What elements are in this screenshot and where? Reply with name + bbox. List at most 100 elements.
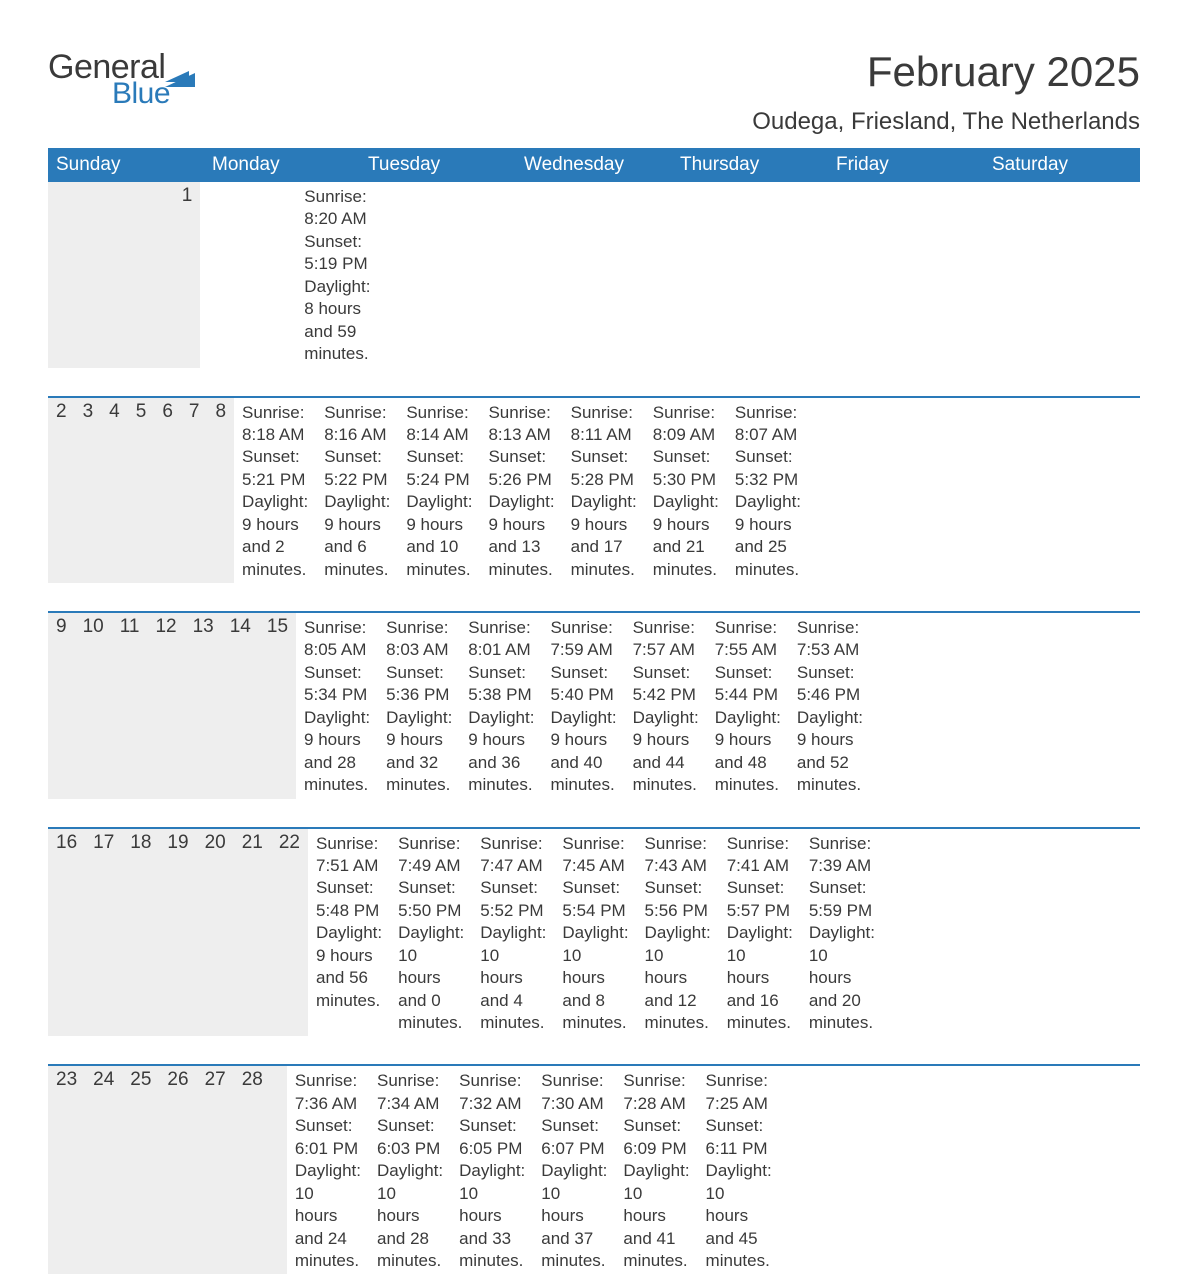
day-number-cell: 22	[271, 829, 308, 1037]
day-number-cell: 2	[48, 398, 75, 584]
day-body-row: Sunrise: 8:20 AMSunset: 5:19 PMDaylight:…	[200, 182, 378, 368]
daylight-line1: Daylight: 10 hours	[377, 1160, 443, 1227]
day-number-cell: 18	[122, 829, 159, 1037]
day-number-cell	[111, 182, 132, 368]
daylight-line2: and 24 minutes.	[295, 1228, 361, 1273]
sunset-text: Sunset: 5:40 PM	[550, 662, 616, 707]
sunset-text: Sunset: 5:59 PM	[809, 877, 875, 922]
sunset-text: Sunset: 5:32 PM	[735, 446, 801, 491]
sunset-text: Sunset: 5:21 PM	[242, 446, 308, 491]
sunrise-text: Sunrise: 7:55 AM	[715, 617, 781, 662]
day-number-cell: 17	[85, 829, 122, 1037]
sunrise-text: Sunrise: 8:20 AM	[304, 186, 370, 231]
day-number-cell: 10	[75, 613, 112, 799]
daylight-line1: Daylight: 9 hours	[735, 491, 801, 536]
daylight-line1: Daylight: 10 hours	[809, 922, 875, 989]
day-cell: Sunrise: 8:09 AMSunset: 5:30 PMDaylight:…	[645, 400, 727, 584]
day-number-cell: 28	[234, 1066, 271, 1274]
day-number-cell: 1	[174, 182, 201, 368]
daylight-line2: and 28 minutes.	[377, 1228, 443, 1273]
daylight-line2: and 36 minutes.	[468, 752, 534, 797]
daylight-line1: Daylight: 9 hours	[406, 491, 472, 536]
day-cell: Sunrise: 7:36 AMSunset: 6:01 PMDaylight:…	[287, 1068, 369, 1274]
day-number-cell: 6	[154, 398, 181, 584]
sunset-text: Sunset: 5:54 PM	[562, 877, 628, 922]
daylight-line1: Daylight: 10 hours	[645, 922, 711, 989]
daylight-line2: and 20 minutes.	[809, 990, 875, 1035]
daylight-line2: and 25 minutes.	[735, 536, 801, 581]
week-row: 1Sunrise: 8:20 AMSunset: 5:19 PMDaylight…	[48, 182, 1140, 368]
day-number-row: 232425262728	[48, 1066, 287, 1274]
day-number-cell	[48, 182, 69, 368]
daylight-line1: Daylight: 9 hours	[304, 707, 370, 752]
daylight-line1: Daylight: 9 hours	[316, 922, 382, 967]
sunrise-text: Sunrise: 7:25 AM	[706, 1070, 772, 1115]
day-number-cell: 27	[197, 1066, 234, 1274]
day-number-cell: 24	[85, 1066, 122, 1274]
day-number-cell: 15	[259, 613, 296, 799]
day-cell: Sunrise: 8:03 AMSunset: 5:36 PMDaylight:…	[378, 615, 460, 799]
day-body-row: Sunrise: 8:05 AMSunset: 5:34 PMDaylight:…	[296, 613, 871, 799]
sunrise-text: Sunrise: 8:16 AM	[324, 402, 390, 447]
day-number-cell: 26	[159, 1066, 196, 1274]
logo-text-blue: Blue	[112, 77, 195, 111]
daylight-line1: Daylight: 9 hours	[715, 707, 781, 752]
day-cell: Sunrise: 7:39 AMSunset: 5:59 PMDaylight:…	[801, 831, 883, 1037]
day-number-cell: 4	[101, 398, 128, 584]
weekday-header-cell: Wednesday	[516, 148, 672, 182]
day-cell: Sunrise: 7:28 AMSunset: 6:09 PMDaylight:…	[615, 1068, 697, 1274]
daylight-line1: Daylight: 10 hours	[398, 922, 464, 989]
day-cell: Sunrise: 7:47 AMSunset: 5:52 PMDaylight:…	[472, 831, 554, 1037]
daylight-line1: Daylight: 8 hours	[304, 276, 370, 321]
day-number-cell: 25	[122, 1066, 159, 1274]
sunset-text: Sunset: 6:07 PM	[541, 1115, 607, 1160]
daylight-line1: Daylight: 9 hours	[653, 491, 719, 536]
sunrise-text: Sunrise: 7:59 AM	[550, 617, 616, 662]
day-cell: Sunrise: 8:16 AMSunset: 5:22 PMDaylight:…	[316, 400, 398, 584]
daylight-line2: and 10 minutes.	[406, 536, 472, 581]
sunrise-text: Sunrise: 8:05 AM	[304, 617, 370, 662]
daylight-line1: Daylight: 10 hours	[541, 1160, 607, 1227]
daylight-line1: Daylight: 10 hours	[562, 922, 628, 989]
sunset-text: Sunset: 5:34 PM	[304, 662, 370, 707]
weekday-header-cell: Friday	[828, 148, 984, 182]
sunrise-text: Sunrise: 8:07 AM	[735, 402, 801, 447]
weekday-header-cell: Thursday	[672, 148, 828, 182]
sunrise-text: Sunrise: 7:34 AM	[377, 1070, 443, 1115]
sunrise-text: Sunrise: 8:09 AM	[653, 402, 719, 447]
weekday-header-row: SundayMondayTuesdayWednesdayThursdayFrid…	[48, 148, 1140, 182]
daylight-line1: Daylight: 9 hours	[242, 491, 308, 536]
day-number-row: 9101112131415	[48, 613, 296, 799]
daylight-line1: Daylight: 9 hours	[468, 707, 534, 752]
weekday-header-cell: Monday	[204, 148, 360, 182]
sunrise-text: Sunrise: 8:01 AM	[468, 617, 534, 662]
daylight-line2: and 33 minutes.	[459, 1228, 525, 1273]
day-number-row: 16171819202122	[48, 829, 308, 1037]
day-cell: Sunrise: 7:45 AMSunset: 5:54 PMDaylight:…	[554, 831, 636, 1037]
sunrise-text: Sunrise: 8:18 AM	[242, 402, 308, 447]
sunset-text: Sunset: 5:48 PM	[316, 877, 382, 922]
daylight-line2: and 4 minutes.	[480, 990, 546, 1035]
day-number-cell: 8	[207, 398, 234, 584]
day-number-cell: 12	[147, 613, 184, 799]
daylight-line2: and 13 minutes.	[488, 536, 554, 581]
sunrise-text: Sunrise: 8:13 AM	[488, 402, 554, 447]
day-cell: Sunrise: 8:14 AMSunset: 5:24 PMDaylight:…	[398, 400, 480, 584]
day-cell: Sunrise: 7:43 AMSunset: 5:56 PMDaylight:…	[637, 831, 719, 1037]
sunrise-text: Sunrise: 7:45 AM	[562, 833, 628, 878]
day-cell: Sunrise: 7:49 AMSunset: 5:50 PMDaylight:…	[390, 831, 472, 1037]
day-number-row: 1	[48, 182, 200, 368]
day-cell: Sunrise: 8:01 AMSunset: 5:38 PMDaylight:…	[460, 615, 542, 799]
day-number-cell: 20	[197, 829, 234, 1037]
daylight-line2: and 28 minutes.	[304, 752, 370, 797]
sunset-text: Sunset: 5:44 PM	[715, 662, 781, 707]
day-number-cell: 14	[222, 613, 259, 799]
day-cell: Sunrise: 7:30 AMSunset: 6:07 PMDaylight:…	[533, 1068, 615, 1274]
sunset-text: Sunset: 5:57 PM	[727, 877, 793, 922]
sunset-text: Sunset: 5:22 PM	[324, 446, 390, 491]
day-number-cell	[153, 182, 174, 368]
weekday-header-cell: Sunday	[48, 148, 204, 182]
daylight-line1: Daylight: 10 hours	[480, 922, 546, 989]
sunset-text: Sunset: 5:38 PM	[468, 662, 534, 707]
sunset-text: Sunset: 5:19 PM	[304, 231, 370, 276]
